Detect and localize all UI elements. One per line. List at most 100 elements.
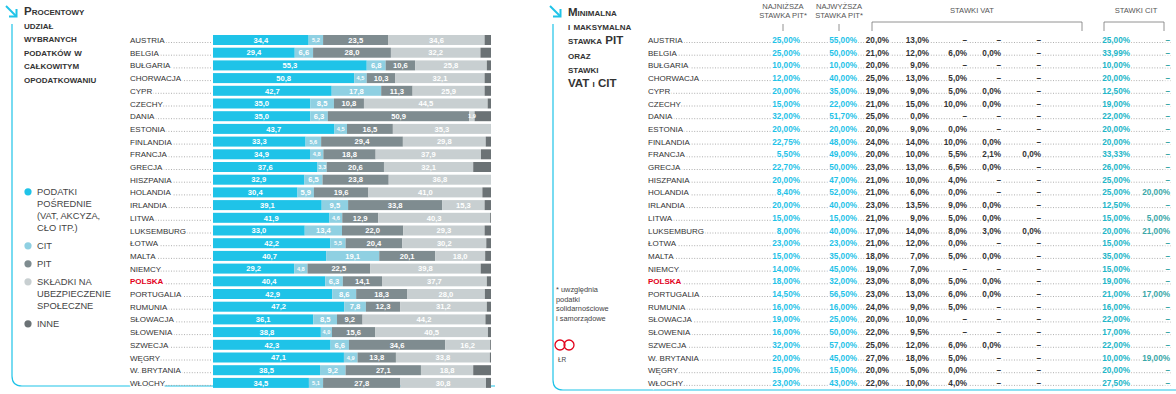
data-label: 29,3 (436, 226, 451, 235)
table-cell: 0,0% (1022, 150, 1041, 159)
table-cell: – (1036, 290, 1041, 299)
data-label: 19,6 (334, 188, 349, 197)
legend-label-line: UBEZPIECZENIE (37, 289, 111, 299)
data-label: 13,4 (316, 226, 332, 235)
legend-label-line: CIT (37, 241, 52, 251)
category-label: BUŁGARIA (130, 61, 171, 70)
data-label: 18,3 (374, 290, 389, 299)
data-label: 40,5 (424, 328, 440, 337)
table-cell: 35,00% (829, 87, 857, 96)
table-cell: 12,0% (906, 239, 930, 248)
bar-segment (308, 264, 371, 274)
data-label: 8,5 (320, 315, 331, 324)
row-label: AUSTRIA (648, 36, 683, 45)
category-label: AUSTRIA (130, 36, 165, 45)
table-cell: 23,0% (866, 277, 890, 286)
row-label: LITWA (648, 214, 673, 223)
bar-segment (213, 289, 332, 299)
table-title-line: Minimalna (568, 6, 617, 18)
data-label: 44,5 (418, 99, 434, 108)
table-cell: – (996, 112, 1001, 121)
table-cell: 0,0% (948, 188, 967, 197)
data-label: 4,8 (313, 151, 321, 157)
category-label: FRANCJA (130, 150, 168, 159)
category-label: LUKSEMBURG (130, 227, 186, 236)
table-cell: 20,00% (772, 354, 800, 363)
table-cell: 0,0% (982, 163, 1001, 172)
table-cell: – (996, 366, 1001, 375)
category-label: ESTONIA (130, 125, 166, 134)
table-cell: – (1036, 112, 1041, 121)
row-label: CHORWACJA (648, 74, 700, 83)
table-cell: – (962, 36, 967, 45)
table-cell: – (1036, 303, 1041, 312)
column-header-line: NAJWYŻSZA (816, 2, 863, 11)
table-cell: – (962, 61, 967, 70)
bar-segment (376, 149, 481, 159)
data-label: 17,8 (349, 87, 364, 96)
bar-segment (213, 340, 331, 350)
table-cell: 7,0% (910, 252, 929, 261)
bar-segment (421, 365, 473, 375)
category-label: CYPR (130, 87, 152, 96)
arrow-icon (6, 6, 17, 17)
table-cell: 20,0% (866, 125, 890, 134)
table-cell: 13,0% (906, 74, 930, 83)
bar-segment (213, 137, 306, 147)
table-cell: 10,0% (906, 315, 930, 324)
arrow-shaft (6, 6, 16, 16)
legend-swatch (24, 278, 31, 285)
data-label: 42,3 (264, 341, 279, 350)
table-cell: 19,0% (866, 265, 890, 274)
data-label: 44,2 (417, 315, 432, 324)
bar-segment (407, 289, 485, 299)
bar-segment (332, 289, 356, 299)
data-label: 30,2 (437, 239, 452, 248)
bar-segment (213, 378, 309, 388)
bar-segment (486, 137, 491, 147)
table-cell: 20,0% (866, 61, 890, 70)
legend-label: PIT (37, 259, 52, 269)
table-cell: 55,00% (829, 36, 857, 45)
data-label: 32,9 (251, 175, 266, 184)
table-cell: 18,0% (866, 252, 890, 261)
table-cell: 45,00% (829, 265, 857, 274)
table-cell: 20,00% (772, 176, 800, 185)
table-cell: 3,0% (982, 227, 1001, 236)
bar-segment (323, 149, 375, 159)
legend-label-line: INNE (37, 319, 59, 329)
table-title-line: VAT i CIT (568, 77, 616, 89)
row-label: FINLANDIA (648, 138, 690, 147)
footnote: i samorządowe (556, 314, 606, 323)
bar-segment (305, 226, 342, 236)
table-cell: 23,00% (772, 239, 800, 248)
credit: ŁR (558, 356, 567, 363)
category-label: LITWA (130, 214, 155, 223)
bar-segment (310, 99, 334, 109)
bar-segment (481, 264, 491, 274)
table-cell: – (1165, 277, 1170, 286)
table-cell: 8,0% (910, 277, 929, 286)
bar-segment (313, 314, 337, 324)
bar-segment (213, 124, 334, 134)
table-cell: – (1165, 100, 1170, 109)
table-cell: 20,00% (1102, 366, 1130, 375)
table-cell: 0,0% (982, 100, 1001, 109)
chart-title-line: Procentowy (24, 5, 85, 17)
table-cell: 6,0% (948, 341, 967, 350)
bar-segment (393, 124, 491, 134)
table-cell: 50,00% (829, 49, 857, 58)
data-label: 29,2 (246, 264, 261, 273)
table-cell: – (1165, 163, 1170, 172)
bar-segment (473, 162, 491, 172)
table-cell: 0,0% (982, 341, 1001, 350)
row-label: ŁOTWA (648, 239, 677, 248)
table-cell: 13,0% (906, 163, 930, 172)
table-cell: 20,00% (1102, 125, 1130, 134)
bar-segment (442, 200, 485, 210)
bar-segment (309, 378, 323, 388)
table-cell: 22,00% (1102, 341, 1130, 350)
data-label: 20,6 (348, 163, 363, 172)
table-cell: 0,0% (948, 125, 967, 134)
table-cell: 21,00% (1142, 227, 1170, 236)
